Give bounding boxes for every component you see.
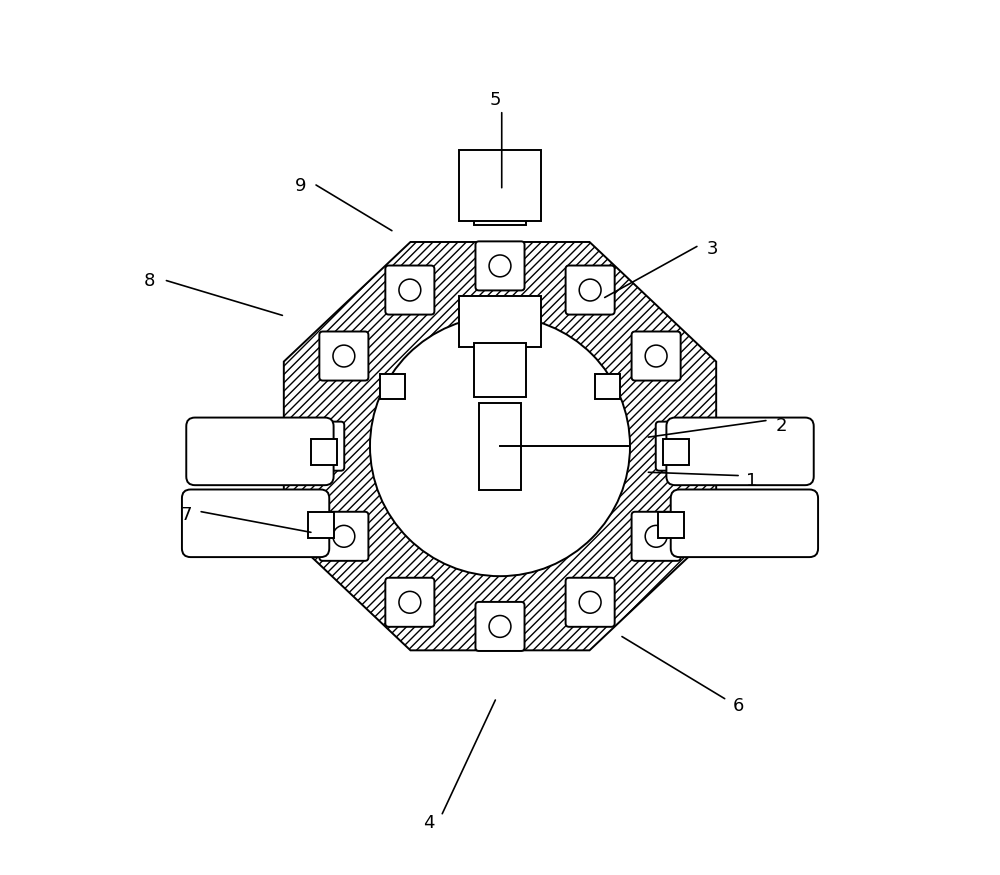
Text: 2: 2 [776,417,787,435]
Circle shape [579,279,601,301]
Bar [658,512,684,538]
FancyBboxPatch shape [666,417,814,485]
Polygon shape [284,242,716,650]
Text: 4: 4 [423,814,435,832]
FancyBboxPatch shape [186,417,334,485]
Text: 9: 9 [295,177,306,195]
Circle shape [645,525,667,547]
Bar [459,150,541,220]
Text: 1: 1 [746,472,757,490]
Circle shape [399,279,421,301]
Text: 3: 3 [707,240,718,257]
FancyBboxPatch shape [632,332,681,381]
Bar [474,343,526,396]
FancyBboxPatch shape [671,489,818,557]
Circle shape [333,345,355,367]
FancyBboxPatch shape [385,578,434,626]
Circle shape [669,435,691,457]
Bar [380,374,405,398]
FancyBboxPatch shape [319,332,368,381]
FancyBboxPatch shape [475,242,525,290]
Circle shape [370,316,630,576]
FancyBboxPatch shape [319,512,368,561]
FancyBboxPatch shape [632,512,681,561]
Text: 7: 7 [181,507,192,524]
Circle shape [489,615,511,637]
FancyBboxPatch shape [385,265,434,315]
Circle shape [333,525,355,547]
Circle shape [489,255,511,276]
Bar [308,512,334,538]
Bar [474,216,526,225]
FancyBboxPatch shape [295,422,344,471]
FancyBboxPatch shape [182,489,329,557]
Bar [663,439,689,466]
Circle shape [579,592,601,613]
FancyBboxPatch shape [566,578,615,626]
Text: 6: 6 [733,697,744,715]
FancyBboxPatch shape [566,265,615,315]
FancyBboxPatch shape [656,422,705,471]
Bar [595,374,620,398]
Bar [459,297,541,346]
Text: 5: 5 [490,90,501,108]
Circle shape [309,435,331,457]
Bar [311,439,337,466]
Text: 8: 8 [143,272,155,290]
Bar [479,402,521,489]
Circle shape [399,592,421,613]
FancyBboxPatch shape [475,602,525,651]
Circle shape [645,345,667,367]
